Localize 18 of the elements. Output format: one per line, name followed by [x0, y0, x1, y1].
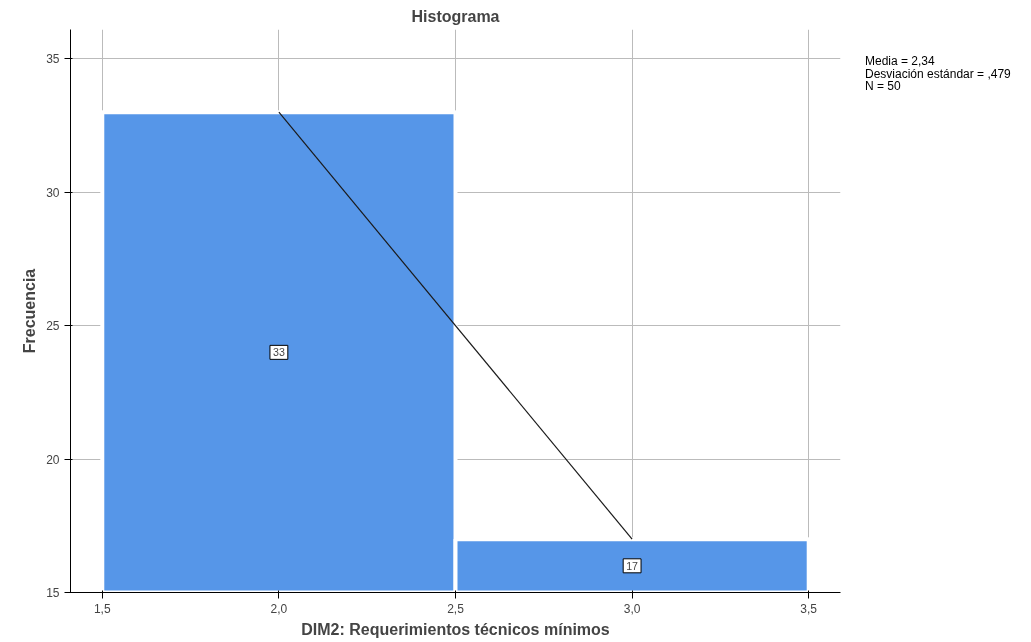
x-tick-label: 3,5: [800, 601, 818, 616]
text: Media = 2,34: [865, 54, 936, 68]
y-tick-label: 20: [46, 452, 60, 467]
text: Desviación estándar = ,479: [865, 66, 1011, 81]
data-label: 33: [272, 346, 285, 359]
y-axis-title: Frecuencia: [21, 268, 39, 354]
text: N = 50: [865, 79, 902, 94]
data-label: 17: [626, 559, 639, 572]
y-tick-label: 15: [46, 586, 60, 600]
y-tick-label: 35: [46, 52, 60, 67]
y-tick-label: 25: [46, 319, 60, 334]
x-tick-label: 2,0: [270, 601, 288, 616]
chart-title: Histograma: [411, 7, 500, 25]
x-axis-title: DIM2: Requerimientos técnicos mínimos: [301, 620, 610, 638]
x-tick-label: 1,5: [93, 601, 111, 616]
y-tick-label: 30: [46, 185, 60, 200]
x-tick-label: 3,0: [623, 601, 641, 616]
x-tick-label: 2,5: [447, 601, 465, 616]
